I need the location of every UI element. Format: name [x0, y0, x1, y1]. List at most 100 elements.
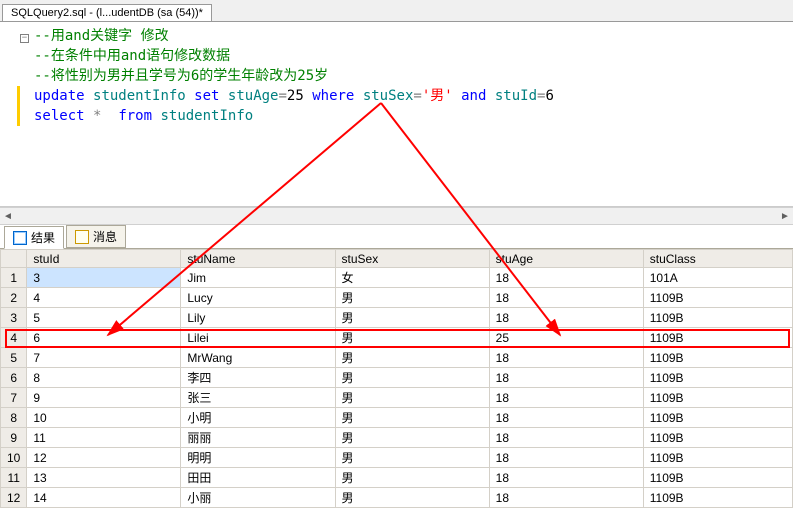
ident-col: stuId [495, 88, 537, 104]
col-header[interactable]: stuSex [335, 250, 489, 268]
cell[interactable]: 4 [27, 288, 181, 308]
cell[interactable]: 男 [335, 488, 489, 508]
cell[interactable]: 1109B [643, 288, 792, 308]
cell[interactable]: 18 [489, 368, 643, 388]
table-row[interactable]: 810小明男181109B [1, 408, 793, 428]
cell[interactable]: 小明 [181, 408, 335, 428]
col-header[interactable]: stuClass [643, 250, 792, 268]
cell[interactable]: 5 [27, 308, 181, 328]
cell[interactable]: 1109B [643, 348, 792, 368]
cell[interactable]: 李四 [181, 368, 335, 388]
fold-minus-icon[interactable]: − [20, 34, 29, 43]
table-row[interactable]: 68李四男181109B [1, 368, 793, 388]
cell[interactable]: 男 [335, 288, 489, 308]
row-number[interactable]: 10 [1, 448, 27, 468]
cell[interactable]: 男 [335, 308, 489, 328]
table-row[interactable]: 46Lilei男251109B [1, 328, 793, 348]
cell[interactable]: MrWang [181, 348, 335, 368]
cell[interactable]: 小丽 [181, 488, 335, 508]
cell[interactable]: 18 [489, 288, 643, 308]
cell[interactable]: 18 [489, 308, 643, 328]
row-number[interactable]: 2 [1, 288, 27, 308]
row-number[interactable]: 1 [1, 268, 27, 288]
table-row[interactable]: 24Lucy男181109B [1, 288, 793, 308]
cell[interactable]: 13 [27, 468, 181, 488]
cell[interactable]: 18 [489, 268, 643, 288]
cell[interactable]: 18 [489, 448, 643, 468]
cell[interactable]: 男 [335, 328, 489, 348]
row-number[interactable]: 3 [1, 308, 27, 328]
cell[interactable]: 18 [489, 468, 643, 488]
cell[interactable]: 25 [489, 328, 643, 348]
table-row[interactable]: 1113田田男181109B [1, 468, 793, 488]
cell[interactable]: 男 [335, 348, 489, 368]
cell[interactable]: 1109B [643, 488, 792, 508]
cell[interactable]: 张三 [181, 388, 335, 408]
row-number[interactable]: 11 [1, 468, 27, 488]
cell[interactable]: 1109B [643, 388, 792, 408]
cell[interactable]: 3 [27, 268, 181, 288]
table-row[interactable]: 35Lily男181109B [1, 308, 793, 328]
cell[interactable]: 14 [27, 488, 181, 508]
row-number[interactable]: 8 [1, 408, 27, 428]
results-grid-wrap[interactable]: stuId stuName stuSex stuAge stuClass 13J… [0, 249, 793, 509]
cell[interactable]: Lucy [181, 288, 335, 308]
cell[interactable]: 7 [27, 348, 181, 368]
cell[interactable]: 丽丽 [181, 428, 335, 448]
scroll-right-icon[interactable]: ► [777, 209, 793, 225]
cell[interactable]: 1109B [643, 308, 792, 328]
cell[interactable]: 1109B [643, 368, 792, 388]
cell[interactable]: 男 [335, 368, 489, 388]
cell[interactable]: 11 [27, 428, 181, 448]
comment-line: --用and关键字 修改 [34, 28, 169, 44]
cell[interactable]: 明明 [181, 448, 335, 468]
row-number[interactable]: 9 [1, 428, 27, 448]
cell[interactable]: 18 [489, 388, 643, 408]
row-number[interactable]: 4 [1, 328, 27, 348]
cell[interactable]: 10 [27, 408, 181, 428]
tab-messages[interactable]: 消息 [66, 225, 126, 248]
table-row[interactable]: 1214小丽男181109B [1, 488, 793, 508]
cell[interactable]: 女 [335, 268, 489, 288]
cell[interactable]: Jim [181, 268, 335, 288]
cell[interactable]: 18 [489, 488, 643, 508]
cell[interactable]: 101A [643, 268, 792, 288]
row-number[interactable]: 5 [1, 348, 27, 368]
cell[interactable]: 18 [489, 428, 643, 448]
col-header[interactable]: stuName [181, 250, 335, 268]
cell[interactable]: 男 [335, 448, 489, 468]
table-row[interactable]: 79张三男181109B [1, 388, 793, 408]
cell[interactable]: 9 [27, 388, 181, 408]
sql-editor[interactable]: − --用and关键字 修改 --在条件中用and语句修改数据 --将性别为男并… [0, 22, 793, 207]
tab-results[interactable]: 结果 [4, 226, 64, 249]
horizontal-scrollbar[interactable]: ◄ ► [0, 207, 793, 225]
cell[interactable]: 1109B [643, 468, 792, 488]
cell[interactable]: 1109B [643, 428, 792, 448]
cell[interactable]: 1109B [643, 328, 792, 348]
cell[interactable]: 1109B [643, 448, 792, 468]
row-number[interactable]: 12 [1, 488, 27, 508]
cell[interactable]: 男 [335, 388, 489, 408]
cell[interactable]: 田田 [181, 468, 335, 488]
cell[interactable]: 男 [335, 468, 489, 488]
col-header[interactable]: stuAge [489, 250, 643, 268]
cell[interactable]: 男 [335, 408, 489, 428]
cell[interactable]: 12 [27, 448, 181, 468]
cell[interactable]: Lilei [181, 328, 335, 348]
scroll-left-icon[interactable]: ◄ [0, 209, 16, 225]
cell[interactable]: 8 [27, 368, 181, 388]
file-tab[interactable]: SQLQuery2.sql - (l...udentDB (sa (54))* [2, 4, 212, 21]
cell[interactable]: 1109B [643, 408, 792, 428]
cell[interactable]: 男 [335, 428, 489, 448]
row-number[interactable]: 6 [1, 368, 27, 388]
table-row[interactable]: 911丽丽男181109B [1, 428, 793, 448]
table-row[interactable]: 57MrWang男181109B [1, 348, 793, 368]
table-row[interactable]: 13Jim女18101A [1, 268, 793, 288]
cell[interactable]: Lily [181, 308, 335, 328]
cell[interactable]: 6 [27, 328, 181, 348]
cell[interactable]: 18 [489, 408, 643, 428]
row-number[interactable]: 7 [1, 388, 27, 408]
table-row[interactable]: 1012明明男181109B [1, 448, 793, 468]
col-header[interactable]: stuId [27, 250, 181, 268]
cell[interactable]: 18 [489, 348, 643, 368]
